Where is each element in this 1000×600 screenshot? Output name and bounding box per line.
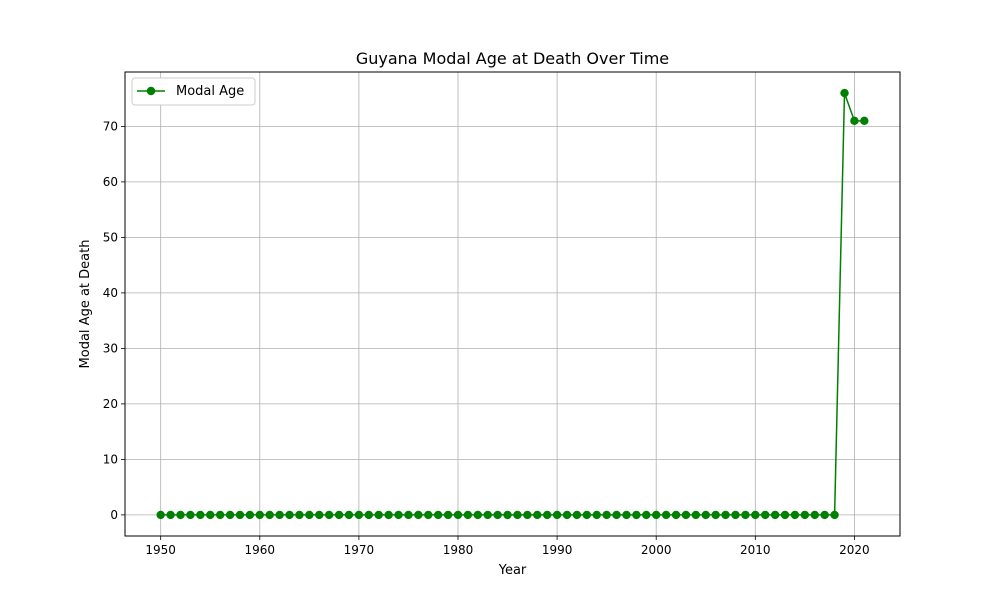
data-point — [473, 510, 483, 520]
data-point — [453, 510, 463, 520]
data-point — [770, 510, 780, 520]
data-point — [790, 510, 800, 520]
y-tick-label: 70 — [103, 119, 118, 133]
data-point — [324, 510, 334, 520]
data-point — [315, 510, 324, 520]
data-point — [711, 510, 720, 520]
data-point — [414, 510, 423, 520]
data-point — [612, 510, 621, 520]
data-point — [681, 510, 691, 520]
data-point — [255, 510, 264, 520]
x-tick-label: 1980 — [443, 543, 474, 557]
data-point — [176, 510, 185, 520]
data-point — [602, 510, 611, 520]
data-point — [751, 510, 760, 520]
data-point — [622, 510, 631, 520]
y-tick-label: 50 — [103, 230, 118, 244]
data-point — [225, 510, 235, 520]
data-point — [761, 510, 770, 520]
legend-label-modal-age: Modal Age — [176, 84, 244, 99]
data-point — [354, 510, 364, 520]
data-point — [433, 510, 443, 520]
data-point — [552, 510, 562, 520]
data-point — [424, 510, 433, 520]
data-point — [295, 510, 304, 520]
y-tick-label: 10 — [103, 452, 118, 466]
data-point — [285, 510, 294, 520]
data-point — [721, 510, 730, 520]
data-point — [364, 510, 373, 520]
data-point — [592, 510, 601, 520]
data-point — [701, 510, 710, 520]
data-point — [533, 510, 542, 520]
data-point — [632, 510, 641, 520]
plot-frame — [124, 71, 901, 537]
data-point — [800, 510, 810, 520]
data-point — [374, 510, 383, 520]
data-point — [652, 510, 661, 520]
data-point — [215, 510, 225, 520]
data-point — [513, 510, 522, 520]
data-point — [483, 510, 492, 520]
tick-layer: 1950 1960 1970 1980 1990 2000 2010 2020 0 10 20 30 4… — [103, 119, 870, 557]
data-point — [206, 510, 215, 520]
data-point — [156, 510, 165, 520]
data-point — [671, 510, 681, 520]
data-point — [562, 510, 572, 520]
x-tick-label: 1990 — [542, 543, 573, 557]
data-point — [780, 510, 790, 520]
data-point — [443, 510, 453, 520]
data-point — [850, 116, 859, 126]
data-point — [265, 510, 274, 520]
data-point — [404, 510, 413, 520]
legend-box — [131, 77, 256, 106]
x-tick-label: 1950 — [145, 543, 176, 557]
data-point — [334, 510, 344, 520]
data-point — [810, 510, 819, 520]
data-point — [542, 510, 552, 520]
data-point — [235, 510, 245, 520]
data-point — [503, 510, 512, 520]
data-point — [384, 510, 393, 520]
data-point — [642, 510, 651, 520]
chart-title: Guyana Modal Age at Death Over Time — [356, 49, 669, 68]
data-point — [661, 510, 671, 520]
y-tick-label: 60 — [103, 175, 118, 189]
data-point — [305, 510, 314, 520]
x-tick-label: 1970 — [344, 543, 375, 557]
data-point — [166, 510, 175, 520]
x-tick-label: 2020 — [839, 543, 870, 557]
x-axis-label: Year — [498, 563, 527, 578]
data-point — [731, 510, 740, 520]
data-point — [840, 88, 849, 98]
y-tick-label: 30 — [103, 341, 118, 355]
data-point — [582, 510, 592, 520]
data-point — [275, 510, 284, 520]
series-layer — [156, 88, 869, 520]
data-point — [186, 510, 195, 520]
data-point — [196, 510, 205, 520]
data-point — [493, 510, 502, 520]
data-point — [245, 510, 255, 520]
data-point — [523, 510, 532, 520]
y-tick-label: 40 — [103, 286, 118, 300]
y-tick-label: 20 — [103, 397, 118, 411]
data-point — [344, 510, 354, 520]
x-tick-label: 2010 — [740, 543, 771, 557]
data-point — [572, 510, 582, 520]
x-tick-label: 2000 — [641, 543, 672, 557]
y-axis-label: Modal Age at Death — [78, 240, 93, 369]
data-point — [691, 510, 701, 520]
data-point — [830, 510, 839, 520]
data-point — [741, 510, 750, 520]
data-point — [394, 510, 403, 520]
legend: Modal Age — [131, 77, 256, 106]
data-point — [463, 510, 473, 520]
legend-marker-swatch — [146, 86, 156, 96]
data-point — [820, 510, 829, 520]
x-tick-label: 1960 — [245, 543, 276, 557]
data-point — [860, 116, 869, 126]
y-tick-label: 0 — [110, 508, 118, 522]
